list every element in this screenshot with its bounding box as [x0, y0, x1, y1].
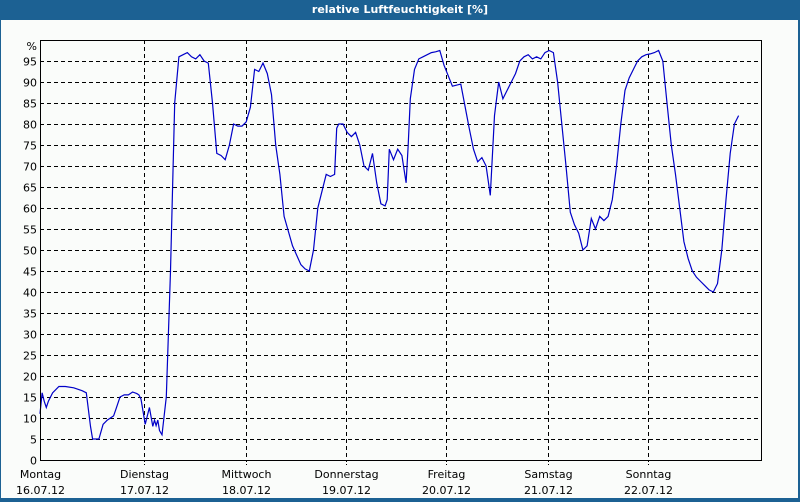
y-tick-label: 0 — [30, 455, 37, 468]
y-tick-label: 70 — [23, 161, 37, 174]
y-tick-label: 95 — [23, 56, 37, 69]
x-date-label: 19.07.12 — [322, 484, 371, 497]
y-tick-label: 90 — [23, 77, 37, 90]
y-tick-label: 60 — [23, 203, 37, 216]
y-unit-label: % — [27, 40, 37, 53]
x-day-label: Donnerstag — [314, 468, 378, 481]
humidity-series-line — [39, 49, 740, 440]
plot-frame — [40, 40, 762, 461]
y-tick-label: 80 — [23, 119, 37, 132]
y-tick-label: 30 — [23, 329, 37, 342]
x-day-label: Sonntag — [626, 468, 672, 481]
x-date-label: 18.07.12 — [222, 484, 271, 497]
y-tick-label: 45 — [23, 266, 37, 279]
x-day-label: Dienstag — [120, 468, 169, 481]
y-tick-label: 65 — [23, 182, 37, 195]
chart-canvas: 0 5 10 15 20 25 30 35 40 45 50 55 60 65 70 75 80 85 90 95% … — [1, 20, 798, 498]
y-tick-label: 25 — [23, 350, 37, 363]
x-date-label: 17.07.12 — [120, 484, 169, 497]
y-tick-label: 10 — [23, 413, 37, 426]
x-date-label: 16.07.12 — [16, 484, 65, 497]
y-tick-label: 55 — [23, 224, 37, 237]
grid-lines — [40, 40, 761, 465]
x-day-label: Samstag — [524, 468, 572, 481]
y-tick-label: 40 — [23, 287, 37, 300]
y-tick-label: 75 — [23, 140, 37, 153]
y-tick-label: 15 — [23, 392, 37, 405]
x-day-label: Mittwoch — [222, 468, 272, 481]
y-tick-label: 5 — [30, 434, 37, 447]
y-tick-label: 50 — [23, 245, 37, 258]
y-axis-labels: 0 5 10 15 20 25 30 35 40 45 50 55 60 65 70 75 80 85 90 95% — [23, 40, 37, 468]
x-date-label: 20.07.12 — [422, 484, 471, 497]
x-axis-labels: Montag 16.07.12 Dienstag 17.07.12 Mittwoch 18… — [16, 468, 673, 497]
x-day-label: Montag — [20, 468, 61, 481]
y-tick-label: 35 — [23, 308, 37, 321]
window-title: relative Luftfeuchtigkeit [%] — [0, 0, 800, 20]
x-date-label: 22.07.12 — [624, 484, 673, 497]
humidity-line-chart: 05101520253035404550556065707580859095% … — [16, 40, 762, 497]
y-tick-label: 20 — [23, 371, 37, 384]
x-date-label: 21.07.12 — [524, 484, 573, 497]
x-day-label: Freitag — [428, 468, 466, 481]
y-tick-label: 85 — [23, 98, 37, 111]
